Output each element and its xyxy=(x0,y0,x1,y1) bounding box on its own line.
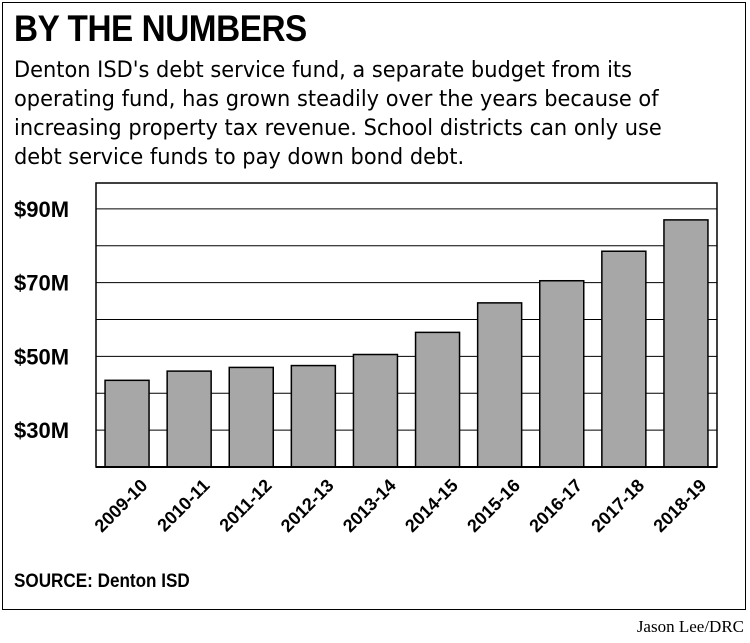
bar xyxy=(290,364,337,468)
bar xyxy=(228,366,274,468)
y-tick-label: $30M xyxy=(14,418,69,443)
bar xyxy=(414,331,461,468)
chart-title: BY THE NUMBERS xyxy=(14,8,307,49)
source-note: SOURCE: Denton ISD xyxy=(14,571,190,592)
bar xyxy=(601,250,647,468)
y-tick-label: $90M xyxy=(14,197,69,222)
graphic-frame xyxy=(2,2,746,610)
x-tick-label: 2010-11 xyxy=(153,475,213,535)
x-tick-label: 2016-17 xyxy=(525,475,586,536)
y-tick-label: $50M xyxy=(14,344,69,369)
y-tick-label: $70M xyxy=(14,271,69,296)
x-tick-label: 2014-15 xyxy=(401,475,462,536)
bar xyxy=(539,279,585,468)
bar xyxy=(104,379,150,468)
x-tick-label: 2018-19 xyxy=(649,475,710,536)
bar xyxy=(352,353,399,468)
x-tick-label: 2015-16 xyxy=(463,475,524,536)
x-tick-label: 2011-12 xyxy=(215,475,275,535)
photo-credit: Jason Lee/DRC xyxy=(636,617,744,636)
x-tick-label: 2009-10 xyxy=(91,475,152,536)
bar xyxy=(166,370,212,468)
bar xyxy=(476,302,523,468)
bar xyxy=(663,219,709,468)
x-tick-label: 2017-18 xyxy=(587,475,648,536)
chart-description: Denton ISD's debt service fund, a separa… xyxy=(14,57,662,170)
x-tick-label: 2012-13 xyxy=(277,475,338,536)
x-tick-label: 2013-14 xyxy=(339,475,400,536)
